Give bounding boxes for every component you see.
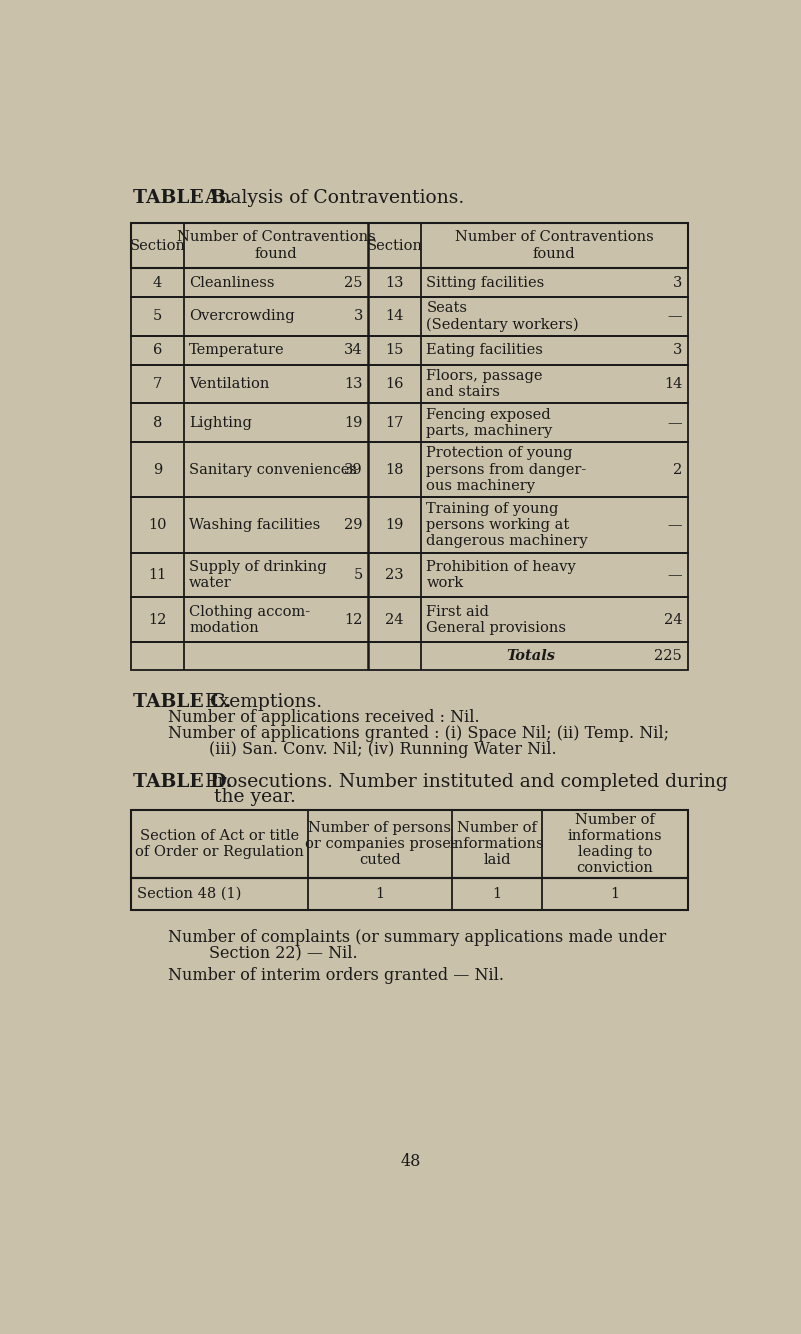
Text: 11: 11 <box>148 568 167 582</box>
Text: Prosecutions. Number instituted and completed during: Prosecutions. Number instituted and comp… <box>193 772 728 791</box>
Text: 3: 3 <box>353 309 363 323</box>
Text: First aid
General provisions: First aid General provisions <box>426 604 566 635</box>
Text: Temperature: Temperature <box>189 343 285 358</box>
Text: 19: 19 <box>385 518 404 532</box>
Text: Clothing accom-
modation: Clothing accom- modation <box>189 604 310 635</box>
Text: Number of applications received : Nil.: Number of applications received : Nil. <box>168 710 480 726</box>
Text: 5: 5 <box>153 309 162 323</box>
Text: Prohibition of heavy
work: Prohibition of heavy work <box>426 560 576 590</box>
Text: Exemptions.: Exemptions. <box>193 692 322 711</box>
Bar <box>131 223 687 268</box>
Text: 12: 12 <box>148 612 167 627</box>
Text: Fencing exposed
parts, machinery: Fencing exposed parts, machinery <box>426 408 553 438</box>
Text: 225: 225 <box>654 648 682 663</box>
Text: Sitting facilities: Sitting facilities <box>426 276 545 289</box>
Text: (iii) San. Conv. Nil; (iv) Running Water Nil.: (iii) San. Conv. Nil; (iv) Running Water… <box>168 742 557 759</box>
Text: 6: 6 <box>153 343 162 358</box>
Text: Number of persons
or companies prose-
cuted: Number of persons or companies prose- cu… <box>304 820 455 867</box>
Text: TABLE C.: TABLE C. <box>133 692 231 711</box>
Text: Floors, passage
and stairs: Floors, passage and stairs <box>426 370 543 399</box>
Text: 4: 4 <box>153 276 162 289</box>
Text: Ventilation: Ventilation <box>189 378 270 391</box>
Text: Cleanliness: Cleanliness <box>189 276 275 289</box>
Text: 23: 23 <box>385 568 404 582</box>
Bar <box>131 403 687 442</box>
Text: 3: 3 <box>673 343 682 358</box>
Text: 18: 18 <box>385 463 404 476</box>
Text: Supply of drinking
water: Supply of drinking water <box>189 560 327 590</box>
Text: 14: 14 <box>664 378 682 391</box>
Bar <box>131 336 687 366</box>
Text: 10: 10 <box>148 518 167 532</box>
Text: the year.: the year. <box>214 788 296 806</box>
Text: Training of young
persons working at
dangerous machinery: Training of young persons working at dan… <box>426 502 588 548</box>
Text: Number of Contraventions
found: Number of Contraventions found <box>455 231 654 260</box>
Text: Protection of young
persons from danger-
ous machinery: Protection of young persons from danger-… <box>426 447 586 492</box>
Text: 34: 34 <box>344 343 363 358</box>
Text: 14: 14 <box>385 309 404 323</box>
Text: 12: 12 <box>344 612 363 627</box>
Text: 9: 9 <box>153 463 162 476</box>
Text: Number of interim orders granted — Nil.: Number of interim orders granted — Nil. <box>168 967 505 984</box>
Text: —: — <box>667 518 682 532</box>
Text: TABLE B.: TABLE B. <box>133 189 232 207</box>
Text: Overcrowding: Overcrowding <box>189 309 295 323</box>
Text: 1: 1 <box>493 887 501 900</box>
Text: 13: 13 <box>385 276 404 289</box>
Text: 13: 13 <box>344 378 363 391</box>
Text: 2: 2 <box>673 463 682 476</box>
Text: 29: 29 <box>344 518 363 532</box>
Text: Number of complaints (or summary applications made under: Number of complaints (or summary applica… <box>168 928 666 946</box>
Text: 3: 3 <box>673 276 682 289</box>
Bar <box>131 366 687 403</box>
Text: Seats
(Sedentary workers): Seats (Sedentary workers) <box>426 301 579 332</box>
Text: 48: 48 <box>400 1154 421 1170</box>
Bar <box>131 268 687 297</box>
Text: 1: 1 <box>610 887 619 900</box>
Text: 19: 19 <box>344 416 363 430</box>
Bar <box>131 498 687 552</box>
Text: Section of Act or title
of Order or Regulation: Section of Act or title of Order or Regu… <box>135 828 304 859</box>
Text: 24: 24 <box>664 612 682 627</box>
Text: 17: 17 <box>385 416 404 430</box>
Text: 24: 24 <box>385 612 404 627</box>
Text: Washing facilities: Washing facilities <box>189 518 320 532</box>
Text: 1: 1 <box>376 887 384 900</box>
Text: 16: 16 <box>385 378 404 391</box>
Text: —: — <box>667 309 682 323</box>
Text: TABLE D.: TABLE D. <box>133 772 232 791</box>
Text: Section: Section <box>367 239 423 252</box>
Bar <box>131 442 687 498</box>
Text: Number of
informations
leading to
conviction: Number of informations leading to convic… <box>567 812 662 875</box>
Text: —: — <box>667 568 682 582</box>
Text: Number of
informations
laid: Number of informations laid <box>449 820 544 867</box>
Text: Analysis of Contraventions.: Analysis of Contraventions. <box>193 189 465 207</box>
Text: Totals: Totals <box>506 648 556 663</box>
Text: Number of Contraventions
found: Number of Contraventions found <box>177 231 376 260</box>
Text: Section 48 (1): Section 48 (1) <box>137 887 242 900</box>
Bar <box>131 297 687 336</box>
Bar <box>131 552 687 598</box>
Text: Eating facilities: Eating facilities <box>426 343 543 358</box>
Text: 5: 5 <box>353 568 363 582</box>
Bar <box>131 598 687 642</box>
Text: Number of applications granted : (i) Space Nil; (ii) Temp. Nil;: Number of applications granted : (i) Spa… <box>168 726 670 742</box>
Text: Section: Section <box>130 239 186 252</box>
Text: Sanitary conveniences: Sanitary conveniences <box>189 463 357 476</box>
Bar <box>131 642 687 670</box>
Bar <box>131 878 687 910</box>
Text: 7: 7 <box>153 378 162 391</box>
Bar <box>131 810 687 878</box>
Text: 39: 39 <box>344 463 363 476</box>
Text: Section 22) — Nil.: Section 22) — Nil. <box>168 944 358 962</box>
Text: 8: 8 <box>153 416 162 430</box>
Text: Lighting: Lighting <box>189 416 252 430</box>
Text: 25: 25 <box>344 276 363 289</box>
Text: —: — <box>667 416 682 430</box>
Text: 15: 15 <box>385 343 404 358</box>
